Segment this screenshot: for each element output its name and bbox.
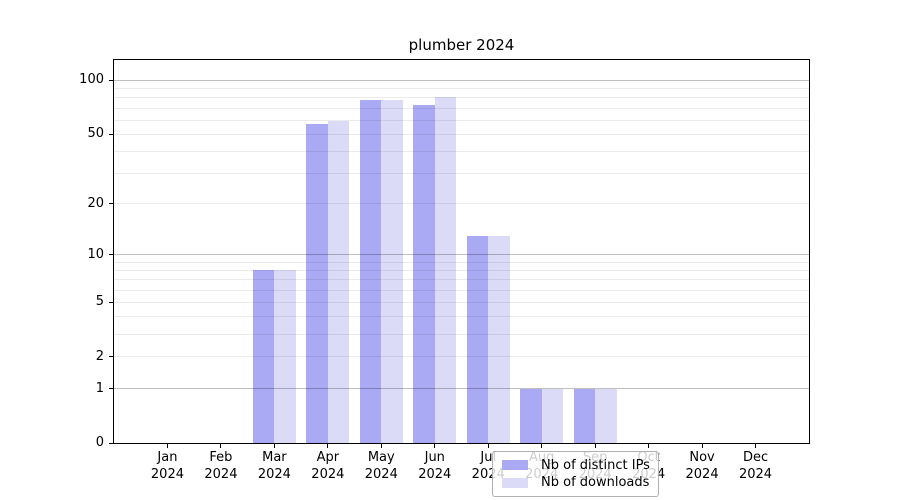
bar-distinct-ips — [253, 270, 275, 443]
y-tick-mark — [109, 301, 113, 303]
gridline-minor — [114, 119, 809, 121]
gridline-major — [114, 79, 809, 81]
gridline-minor — [114, 97, 809, 99]
gridline-minor — [114, 172, 809, 174]
x-tick-mark — [273, 444, 275, 448]
y-tick-mark — [109, 356, 113, 358]
x-tick-mark — [487, 444, 489, 448]
x-tick-month: Feb — [209, 450, 233, 465]
y-tick-mark — [109, 442, 113, 444]
x-tick-mark — [166, 444, 168, 448]
bars-layer — [114, 60, 809, 443]
x-tick-mark — [327, 444, 329, 448]
y-tick-label: 2 — [95, 348, 104, 364]
y-tick-label: 1 — [95, 380, 104, 396]
x-tick-mark — [755, 444, 757, 448]
y-tick-mark — [109, 388, 113, 390]
y-tick-mark — [109, 203, 113, 205]
chart-title: plumber 2024 — [408, 36, 515, 54]
gridline-minor — [114, 301, 809, 303]
x-tick-year: 2024 — [738, 467, 773, 482]
gridline-minor — [114, 269, 809, 271]
gridline-minor — [114, 133, 809, 135]
x-tick-year: 2024 — [150, 467, 184, 482]
legend: Nb of distinct IPs Nb of downloads — [492, 451, 659, 497]
y-tick-mark — [109, 133, 113, 135]
x-tick-mark — [541, 444, 543, 448]
x-tick-label: Dec 2024 — [716, 449, 796, 483]
x-tick-label: Jun 2024 — [395, 449, 475, 483]
plot-area: Nb of distinct IPs Nb of downloads — [113, 59, 810, 497]
y-tick-mark — [109, 254, 113, 256]
bar-downloads — [434, 96, 457, 443]
x-tick-year: 2024 — [257, 467, 291, 482]
y-tick-mark — [109, 79, 113, 81]
bar-distinct-ips — [306, 124, 328, 443]
legend-swatch-distinct-ips — [502, 460, 528, 471]
x-tick-mark — [434, 444, 436, 448]
gridline-minor — [114, 107, 809, 109]
x-tick-label: Feb 2024 — [181, 449, 261, 483]
x-tick-month: Apr — [316, 450, 340, 465]
bar-downloads — [488, 235, 510, 443]
x-tick-month: Mar — [262, 450, 287, 465]
bar-downloads — [327, 121, 350, 443]
bar-distinct-ips — [573, 388, 596, 443]
x-tick-label: Apr 2024 — [288, 449, 368, 483]
y-tick-label: 5 — [95, 294, 104, 310]
x-tick-label: Mar 2024 — [234, 449, 314, 483]
gridline-minor — [114, 261, 809, 263]
bar-distinct-ips — [520, 388, 542, 443]
legend-swatch-downloads — [502, 477, 528, 488]
bar-distinct-ips — [466, 235, 489, 443]
x-tick-year: 2024 — [418, 467, 452, 482]
x-tick-label: May 2024 — [341, 449, 421, 483]
x-tick-month: May — [367, 450, 395, 465]
legend-label: Nb of downloads — [541, 475, 650, 491]
x-tick-year: 2024 — [685, 467, 719, 482]
x-tick-month: Jun — [424, 450, 445, 465]
y-tick-label: 50 — [87, 126, 104, 142]
x-tick-month: Nov — [689, 450, 715, 465]
x-tick-mark — [648, 444, 650, 448]
bar-distinct-ips — [359, 99, 382, 443]
bar-downloads — [274, 270, 296, 443]
gridline-minor — [114, 333, 809, 335]
x-tick-year: 2024 — [364, 467, 398, 482]
x-tick-label: Nov 2024 — [662, 449, 742, 483]
x-tick-mark — [701, 444, 703, 448]
y-tick-label: 0 — [95, 435, 104, 450]
gridline-minor — [114, 316, 809, 318]
x-tick-year: 2024 — [204, 467, 238, 482]
y-tick-label: 10 — [87, 246, 104, 262]
gridline-minor — [114, 356, 809, 358]
gridline-minor — [114, 150, 809, 152]
x-tick-month: Jan — [157, 450, 178, 465]
gridline-minor — [114, 203, 809, 205]
x-tick-mark — [380, 444, 382, 448]
gridline-minor — [114, 88, 809, 90]
grid-layer — [114, 60, 809, 443]
legend-item: Nb of downloads — [502, 475, 649, 490]
bar-downloads — [541, 388, 564, 443]
x-tick-mark — [220, 444, 222, 448]
x-tick-label: Jan 2024 — [127, 449, 207, 483]
bar-distinct-ips — [413, 104, 435, 443]
gridline-minor — [114, 289, 809, 291]
x-tick-mark — [594, 444, 596, 448]
bar-downloads — [595, 388, 617, 443]
legend-item: Nb of distinct IPs — [502, 457, 650, 473]
gridline-major — [114, 388, 809, 390]
bar-downloads — [381, 99, 403, 443]
x-tick-month: Dec — [742, 450, 769, 465]
y-tick-label: 20 — [87, 195, 104, 211]
legend-label: Nb of distinct IPs — [541, 457, 650, 473]
y-tick-label: 100 — [79, 72, 104, 88]
gridline-major — [114, 254, 809, 256]
x-tick-year: 2024 — [311, 467, 345, 482]
gridline-minor — [114, 279, 809, 281]
